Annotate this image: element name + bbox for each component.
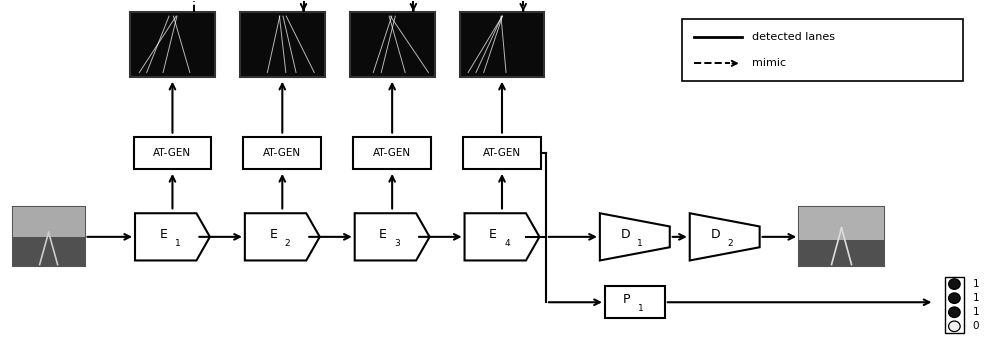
Polygon shape	[135, 213, 210, 261]
Text: 4: 4	[504, 239, 510, 248]
Bar	[799, 240, 884, 266]
Polygon shape	[600, 213, 670, 261]
Polygon shape	[690, 213, 760, 261]
Bar	[243, 137, 321, 169]
Bar	[240, 12, 325, 77]
Text: 1: 1	[972, 279, 979, 289]
Text: E: E	[379, 228, 387, 241]
Bar	[130, 12, 215, 77]
Text: E: E	[160, 228, 167, 241]
Bar	[945, 277, 964, 333]
Text: AT-GEN: AT-GEN	[483, 148, 521, 158]
Circle shape	[949, 307, 960, 317]
Text: 1: 1	[972, 307, 979, 317]
Text: 1: 1	[638, 304, 644, 313]
Polygon shape	[245, 213, 320, 261]
Text: E: E	[489, 228, 497, 241]
Bar	[13, 207, 85, 237]
Text: AT-GEN: AT-GEN	[153, 148, 192, 158]
Polygon shape	[355, 213, 430, 261]
Circle shape	[949, 321, 960, 332]
Text: mimic: mimic	[752, 58, 786, 68]
Bar	[350, 12, 435, 77]
Text: detected lanes: detected lanes	[752, 32, 835, 42]
Bar	[13, 207, 85, 266]
Text: AT-GEN: AT-GEN	[263, 148, 301, 158]
Bar	[605, 286, 665, 318]
Text: 1: 1	[175, 239, 180, 248]
Bar	[799, 207, 884, 240]
Bar	[134, 137, 211, 169]
Bar	[460, 12, 544, 77]
Text: 1: 1	[972, 293, 979, 303]
Bar	[799, 207, 884, 266]
Text: D: D	[621, 228, 631, 241]
Text: P: P	[623, 293, 631, 306]
Text: 2: 2	[284, 239, 290, 248]
Bar	[682, 19, 963, 81]
Polygon shape	[465, 213, 539, 261]
Bar	[353, 137, 431, 169]
Text: D: D	[711, 228, 721, 241]
Text: 2: 2	[727, 239, 732, 248]
Bar	[463, 137, 541, 169]
Circle shape	[949, 279, 960, 289]
Circle shape	[949, 293, 960, 303]
Text: 1: 1	[637, 239, 643, 248]
Text: E: E	[269, 228, 277, 241]
Bar	[13, 234, 85, 266]
Text: AT-GEN: AT-GEN	[373, 148, 411, 158]
Text: 0: 0	[972, 321, 979, 331]
Text: 3: 3	[394, 239, 400, 248]
